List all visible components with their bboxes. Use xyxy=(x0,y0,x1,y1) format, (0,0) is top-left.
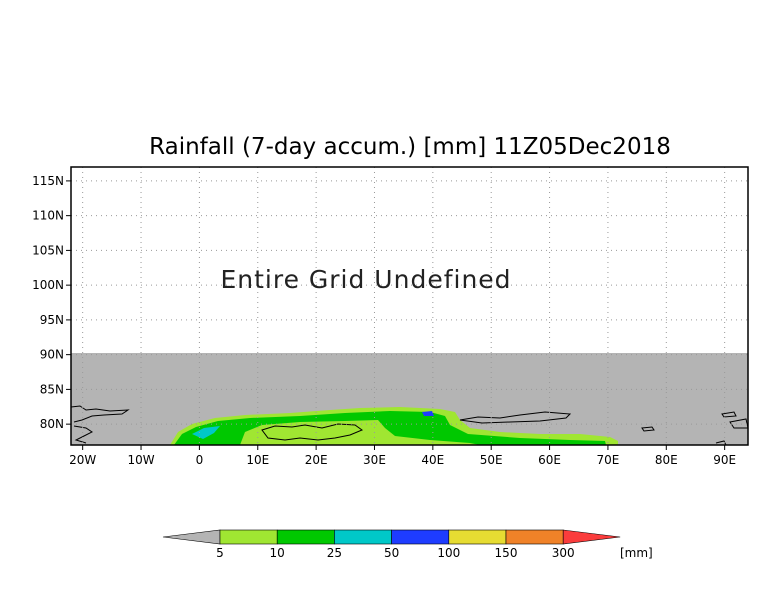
map-title: Rainfall (7-day accum.) [mm] 11Z05Dec201… xyxy=(149,134,671,160)
latitude-axis: 115N 110N 105N 100N 95N 90N 85N 80N xyxy=(32,174,71,431)
y-tick-label: 105N xyxy=(32,243,64,257)
greenland-coast xyxy=(70,405,130,423)
rain-50-100mm-area xyxy=(422,411,434,416)
x-tick-label: 30E xyxy=(363,453,386,467)
x-tick-label: 40E xyxy=(421,453,444,467)
colorbar-threshold-label: 50 xyxy=(384,546,399,560)
x-tick-label: 70E xyxy=(597,453,620,467)
y-tick-label: 100N xyxy=(32,278,64,292)
x-tick-label: 10W xyxy=(127,453,154,467)
colorbar-threshold-label: 5 xyxy=(216,546,224,560)
colorbar-right-triangle xyxy=(562,529,621,545)
svalbard-coast xyxy=(261,423,364,441)
colorbar-unit-label: [mm] xyxy=(620,546,653,560)
colorbar: 5 10 25 50 100 150 300 xyxy=(162,529,621,560)
colorbar-threshold-label: 10 xyxy=(270,546,285,560)
greenland-coast-east xyxy=(73,425,93,444)
x-tick-label: 60E xyxy=(538,453,561,467)
coastlines xyxy=(70,405,749,446)
x-tick-label: 50E xyxy=(480,453,503,467)
x-tick-label: 20W xyxy=(69,453,96,467)
plot-frame xyxy=(70,166,749,446)
x-tick-label: 90E xyxy=(713,453,736,467)
y-tick-label: 80N xyxy=(40,417,64,431)
colorbar-segment xyxy=(276,529,335,545)
colorbar-left-triangle xyxy=(162,529,221,545)
severnaya-zemlya-coast xyxy=(641,426,655,432)
colorbar-segment xyxy=(334,529,392,545)
colorbar-segment xyxy=(391,529,450,545)
colorbar-threshold-label: 25 xyxy=(327,546,342,560)
y-tick-label: 115N xyxy=(32,174,64,188)
colorbar-threshold-label: 300 xyxy=(552,546,575,560)
colorbar-segment xyxy=(219,529,278,545)
x-tick-label: 80E xyxy=(655,453,678,467)
plot-area: Entire Grid Undefined xyxy=(70,166,749,446)
colorbar-threshold-label: 150 xyxy=(495,546,518,560)
colorbar-threshold-label: 100 xyxy=(437,546,460,560)
x-tick-label: 20E xyxy=(305,453,328,467)
undefined-grid-message: Entire Grid Undefined xyxy=(220,265,511,294)
longitude-axis: 20W 10W 0 10E 20E 30E 40E 50E 60E 70E 80E 90E xyxy=(69,445,736,467)
colorbar-segment xyxy=(448,529,507,545)
y-tick-label: 95N xyxy=(40,313,64,327)
y-tick-label: 85N xyxy=(40,382,64,396)
x-tick-label: 10E xyxy=(246,453,269,467)
colorbar-segment xyxy=(505,529,564,545)
franz-josef-land-coast xyxy=(459,411,572,424)
y-tick-label: 90N xyxy=(40,348,64,362)
rain-25-50mm-area xyxy=(192,426,220,439)
y-tick-label: 110N xyxy=(32,209,64,223)
x-tick-label: 0 xyxy=(196,453,204,467)
siberia-coast xyxy=(715,440,727,446)
